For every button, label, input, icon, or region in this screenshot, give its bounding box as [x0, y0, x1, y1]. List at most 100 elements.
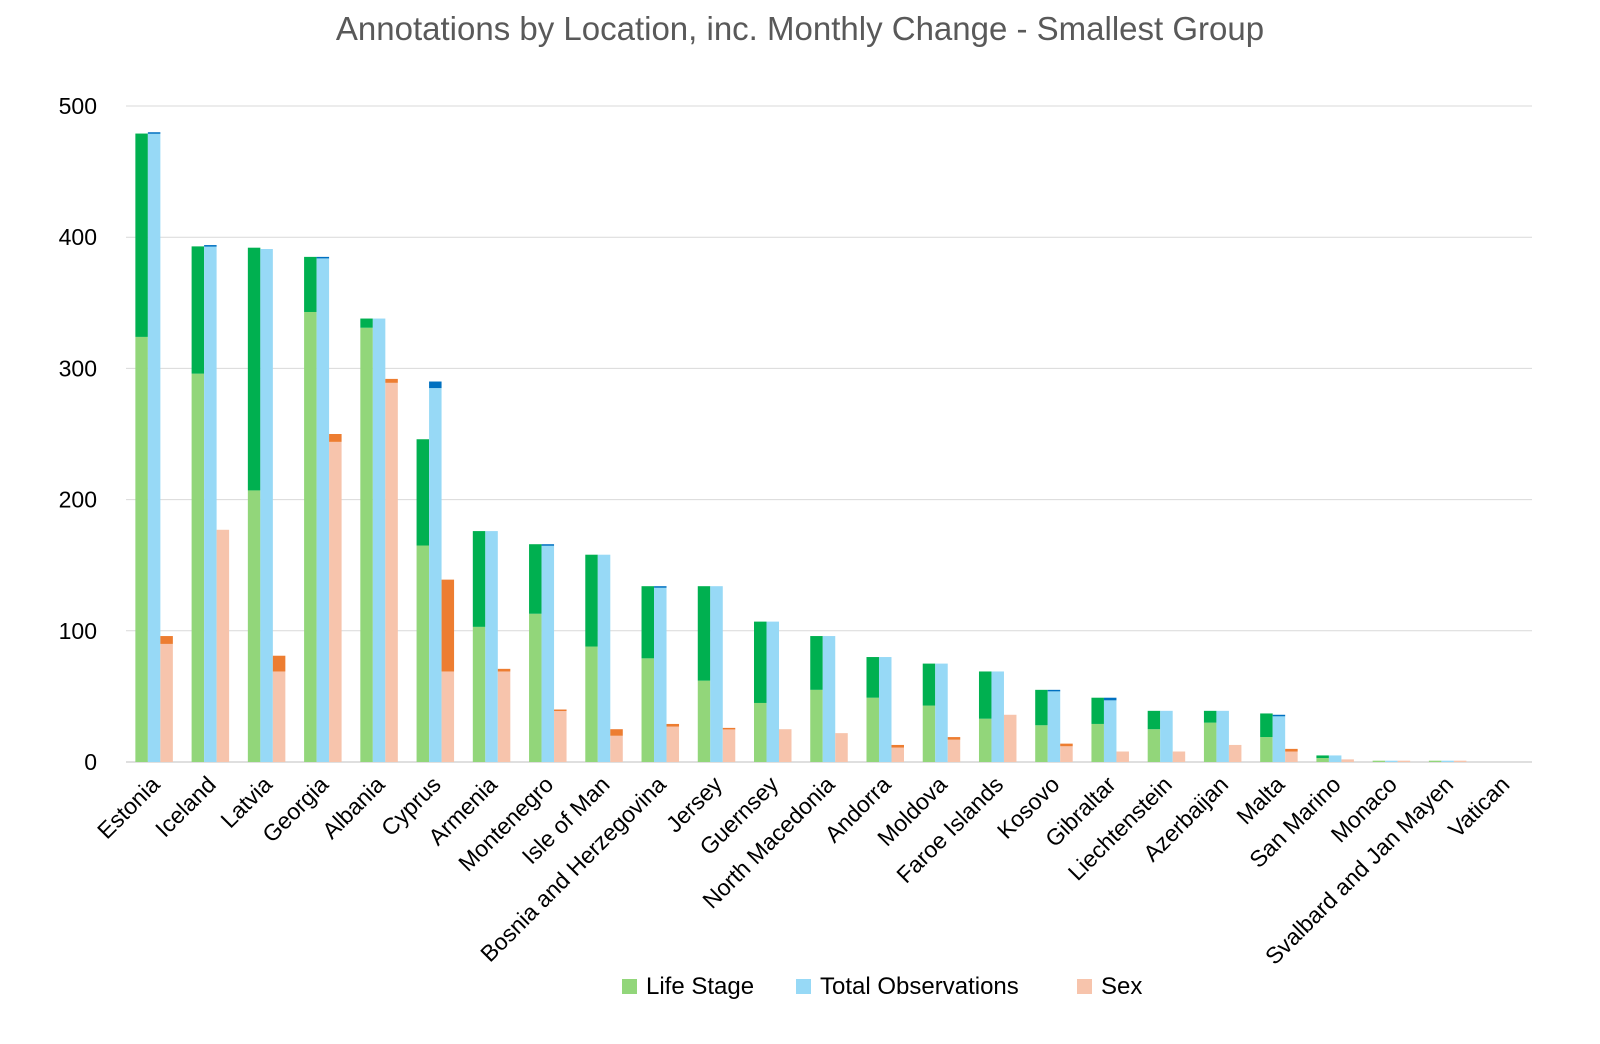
life-stage-bar	[416, 545, 430, 762]
life-stage-change-bar	[472, 531, 486, 627]
life-stage-change-bar	[754, 621, 767, 703]
sex-bar	[947, 739, 961, 762]
sex-bar	[835, 733, 848, 762]
life-stage-bar	[641, 658, 655, 762]
legend-swatch	[796, 979, 811, 994]
total-observations-change-bar	[541, 544, 555, 546]
total-observations-bar	[710, 586, 723, 762]
chart-title: Annotations by Location, inc. Monthly Ch…	[335, 10, 1265, 47]
sex-bar	[779, 729, 792, 762]
sex-bar	[1453, 760, 1467, 762]
x-tick-label: Vatican	[1443, 771, 1514, 842]
legend: Life Stage Total Observations Sex	[622, 973, 1142, 1000]
life-stage-bar	[247, 490, 261, 762]
life-stage-bar	[810, 689, 823, 762]
life-stage-change-bar	[585, 554, 598, 647]
life-stage-change-bar	[1203, 710, 1217, 723]
life-stage-change-bar	[641, 586, 655, 659]
life-stage-bar	[1147, 729, 1161, 762]
life-stage-bar	[1428, 760, 1442, 762]
life-stage-change-bar	[191, 246, 205, 374]
life-stage-bar	[191, 373, 205, 762]
life-stage-bar	[1372, 760, 1386, 762]
sex-bar	[385, 382, 398, 762]
total-observations-bar	[147, 133, 161, 762]
total-observations-bar	[878, 657, 892, 762]
y-tick-label: 100	[59, 618, 97, 644]
sex-change-bar	[610, 729, 623, 736]
y-tick-label: 200	[59, 487, 97, 513]
total-observations-bar	[429, 388, 442, 762]
sex-change-bar	[441, 579, 455, 672]
total-observations-bar	[1385, 760, 1398, 762]
sex-bar	[1285, 751, 1298, 762]
bars	[135, 132, 1467, 762]
life-stage-change-bar	[304, 256, 317, 312]
total-observations-change-bar	[316, 256, 330, 259]
total-observations-bar	[822, 636, 836, 762]
total-observations-bar	[1216, 710, 1229, 762]
x-axis: EstoniaIcelandLatviaGeorgiaAlbaniaCyprus…	[92, 771, 1514, 970]
total-observations-bar	[766, 621, 780, 762]
sex-bar	[666, 726, 680, 762]
life-stage-change-bar	[922, 663, 936, 706]
total-observations-bar	[1160, 710, 1173, 762]
sex-bar	[610, 735, 623, 762]
life-stage-change-bar	[1260, 713, 1273, 738]
sex-change-bar	[891, 744, 904, 748]
life-stage-bar	[1260, 737, 1273, 762]
sex-change-bar	[497, 668, 511, 672]
life-stage-bar	[1316, 758, 1329, 762]
sex-change-bar	[272, 655, 286, 672]
total-observations-bar	[485, 531, 498, 762]
life-stage-change-bar	[697, 586, 711, 681]
sex-change-bar	[947, 737, 961, 740]
x-tick-label: Estonia	[92, 771, 165, 844]
total-observations-bar	[316, 258, 330, 762]
sex-bar	[891, 747, 904, 762]
sex-bar	[554, 710, 567, 762]
sex-bar	[1172, 751, 1186, 762]
y-tick-label: 400	[59, 224, 97, 250]
life-stage-bar	[1091, 723, 1104, 762]
life-stage-change-bar	[247, 247, 261, 491]
sex-change-bar	[329, 434, 342, 442]
legend-label: Life Stage	[646, 973, 754, 1000]
sex-change-bar	[722, 727, 736, 730]
sex-bar	[272, 671, 286, 762]
sex-bar	[1228, 744, 1242, 762]
life-stage-bar	[360, 327, 373, 762]
y-tick-label: 500	[59, 93, 97, 119]
life-stage-bar	[1035, 725, 1048, 762]
total-observations-bar	[654, 587, 667, 762]
total-observations-change-bar	[204, 245, 217, 247]
sex-bar	[329, 441, 342, 762]
sex-bar	[497, 671, 511, 762]
total-observations-change-bar	[1272, 714, 1286, 717]
life-stage-change-bar	[866, 657, 879, 698]
life-stage-bar	[1203, 722, 1217, 762]
life-stage-bar	[135, 336, 148, 762]
life-stage-bar	[754, 702, 767, 762]
life-stage-bar	[585, 646, 598, 762]
sex-bar	[722, 729, 736, 762]
legend-swatch	[1077, 979, 1092, 994]
total-observations-change-bar	[1047, 689, 1061, 692]
life-stage-change-bar	[1035, 689, 1048, 726]
sex-bar	[441, 671, 455, 762]
total-observations-bar	[1441, 760, 1454, 762]
sex-bar	[1116, 751, 1129, 762]
life-stage-change-bar	[810, 636, 823, 690]
sex-bar	[1397, 760, 1411, 762]
life-stage-change-bar	[135, 133, 148, 337]
total-observations-change-bar	[654, 586, 667, 588]
life-stage-bar	[529, 613, 542, 762]
life-stage-change-bar	[529, 544, 542, 614]
life-stage-change-bar	[416, 439, 430, 546]
total-observations-bar	[541, 545, 555, 762]
sex-change-bar	[554, 709, 567, 712]
sex-bar	[1341, 759, 1354, 762]
sex-change-bar	[385, 378, 398, 383]
